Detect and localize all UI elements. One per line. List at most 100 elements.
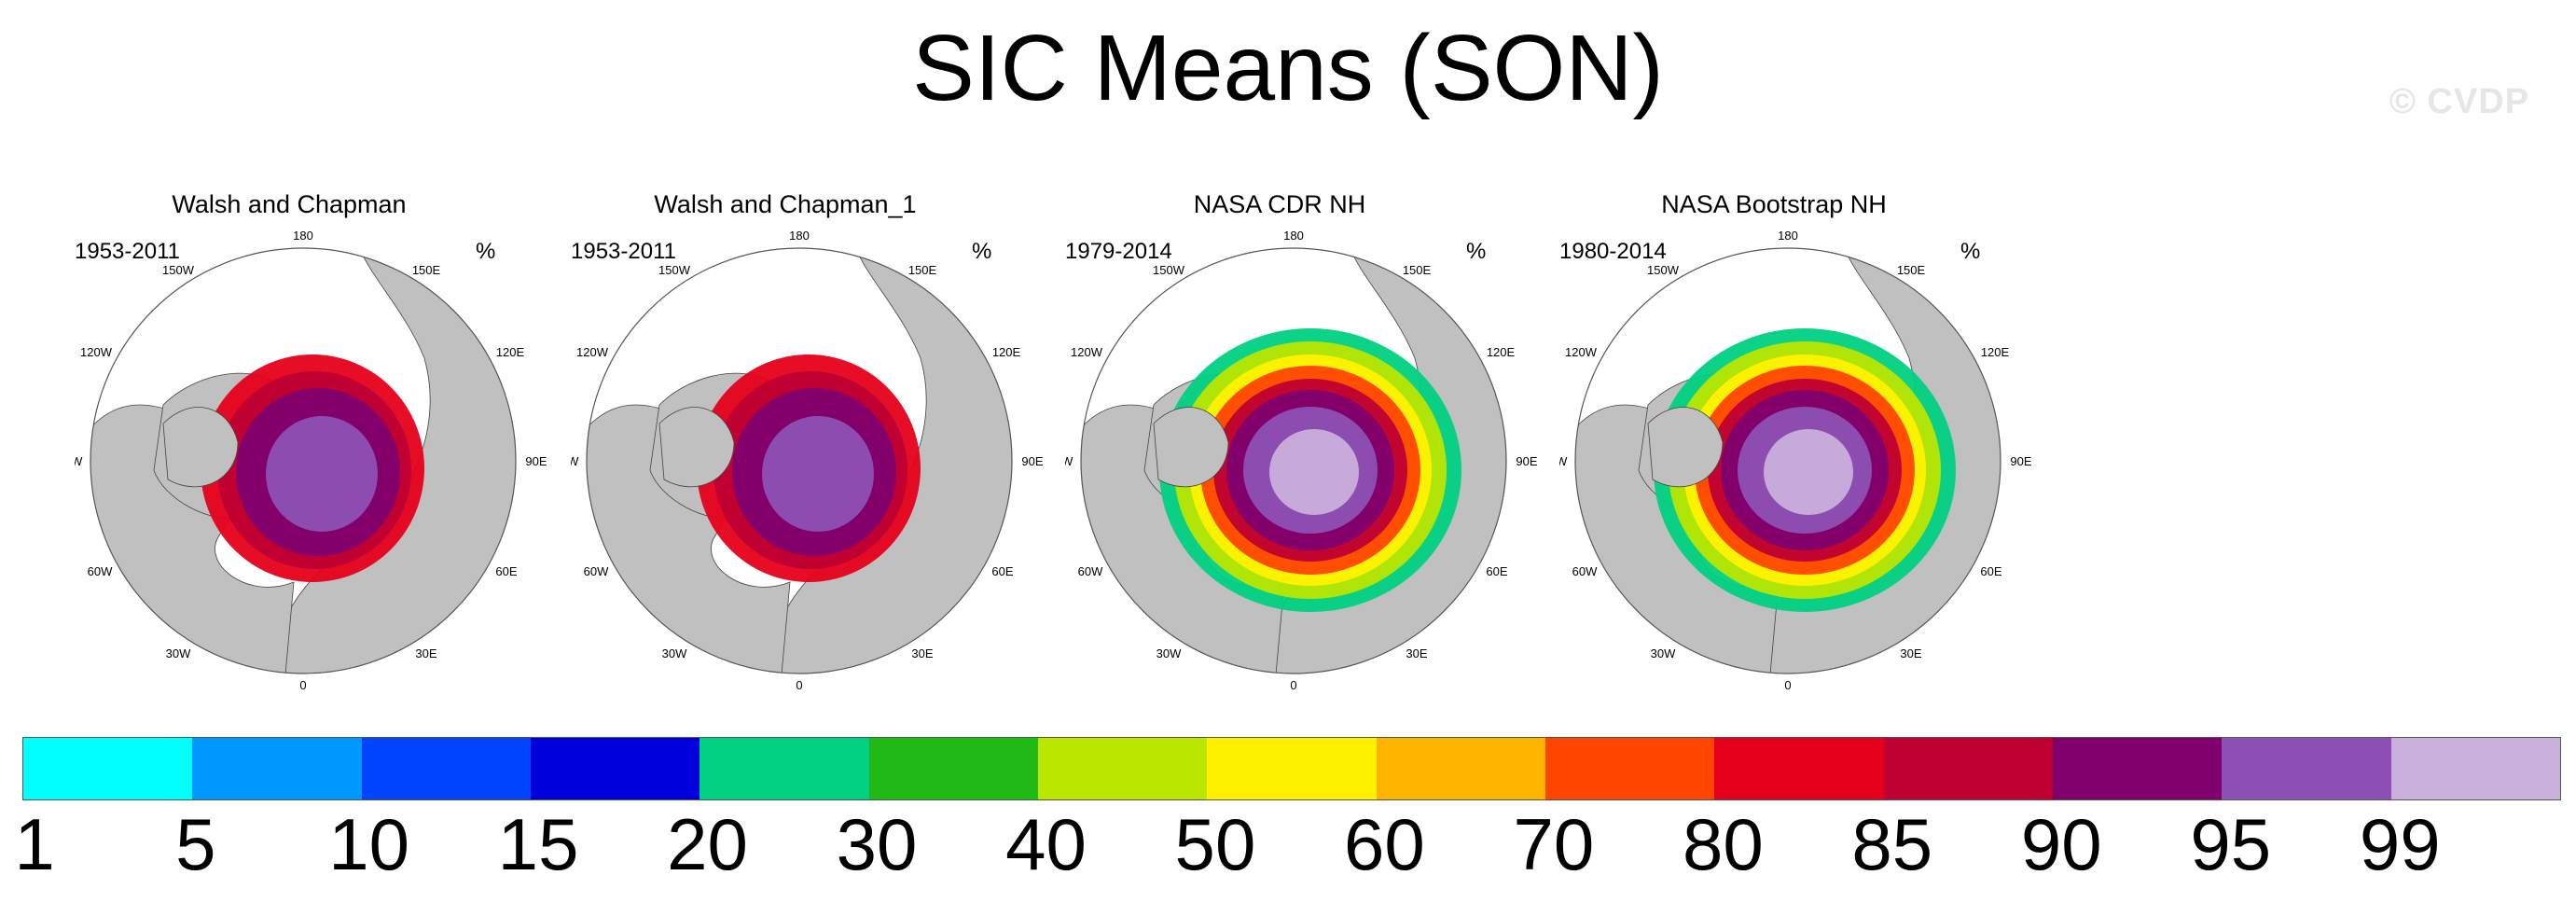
sea-ice-zone (762, 416, 874, 532)
longitude-label: 30W (1156, 646, 1182, 660)
colorbar-swatch (2222, 738, 2391, 799)
longitude-label: 30W (662, 646, 687, 660)
longitude-label: 120E (992, 345, 1021, 359)
longitude-label: 60W (88, 564, 113, 578)
map-panel-nasa-bootstrap-nh: 180 150W 150E 120W 120E 90W 90E 60W 60E 30W 30E 0 N… (1559, 187, 2044, 690)
colorbar-tick-label: 5 (175, 803, 216, 885)
longitude-label: 30W (1651, 646, 1676, 660)
longitude-label: 60W (1078, 564, 1103, 578)
colorbar-swatch (530, 738, 700, 799)
colorbar-tick-label: 85 (1851, 803, 1933, 885)
longitude-label: 120W (576, 345, 609, 359)
colorbar-swatch (2052, 738, 2223, 799)
map-panel-walsh-chapman-1: 180 150W 150E 120W 120E 90W 90E 60W 60E 30W 30E 0 W… (571, 187, 1056, 690)
longitude-label: 90E (525, 454, 547, 468)
longitude-label: 0 (299, 678, 306, 690)
map-panel-nasa-cdr-nh: 180 150W 150E 120W 120E 90W 90E 60W 60E 30W 30E 0 N… (1065, 187, 1550, 690)
longitude-label: 60W (1572, 564, 1598, 578)
longitude-label: 150W (1647, 263, 1680, 277)
longitude-label: 120W (1565, 345, 1598, 359)
colorbar-tick-label: 15 (497, 803, 579, 885)
colorbar-tick-label: 80 (1682, 803, 1764, 885)
longitude-label: 30W (166, 646, 191, 660)
polar-map: 180 150W 150E 120W 120E 90W 90E 60W 60E 30W 30E 0 (571, 229, 1044, 690)
land-canadian-archipelago (658, 407, 735, 488)
longitude-label: 0 (1784, 678, 1791, 690)
longitude-label: 90E (2010, 454, 2031, 468)
longitude-label: 60E (495, 564, 517, 578)
land-canadian-archipelago (162, 407, 239, 488)
colorbar-swatch (361, 738, 531, 799)
map-boundary (90, 247, 517, 674)
colorbar-tick-label: 90 (2020, 803, 2102, 885)
land-canadian-archipelago (1153, 407, 1229, 488)
longitude-label: 150W (1153, 263, 1185, 277)
map-content (1081, 248, 1506, 674)
colorbar-swatch (1207, 738, 1377, 799)
longitude-label: 180 (1778, 229, 1798, 243)
longitude-label: 150E (412, 263, 441, 277)
longitude-label: 120E (496, 345, 525, 359)
longitude-label: 0 (796, 678, 802, 690)
map-content (587, 248, 1012, 674)
panel-units: % (1960, 239, 1981, 264)
longitude-label: 150E (1403, 263, 1432, 277)
panel-title: NASA CDR NH (1193, 190, 1366, 218)
colorbar-tick-label: 30 (836, 803, 918, 885)
panel-units: % (972, 239, 992, 264)
sea-ice-zone (1269, 429, 1359, 515)
longitude-label: 60E (991, 564, 1013, 578)
colorbar-swatch (2390, 738, 2560, 799)
map-panel-walsh-chapman: 180 150W 150E 120W 120E 90W 90E 60W 60E 30W 30E 0 W… (75, 187, 560, 690)
longitude-label: 90E (1516, 454, 1537, 468)
panel-period: 1953-2011 (75, 239, 180, 264)
panel-units: % (476, 239, 496, 264)
colorbar-tick-label: 70 (1513, 803, 1595, 885)
longitude-label: 90W (571, 454, 579, 468)
colorbar (22, 737, 2561, 800)
colorbar-swatch (1544, 738, 1715, 799)
colorbar-swatch (192, 738, 362, 799)
polar-map: 180 150W 150E 120W 120E 90W 90E 60W 60E 30W 30E 0 (1559, 229, 2032, 690)
longitude-label: 30E (1406, 646, 1427, 660)
longitude-label: 120W (1071, 345, 1103, 359)
longitude-label: 180 (1283, 229, 1304, 243)
longitude-label: 60E (1980, 564, 2001, 578)
map-content (90, 248, 516, 674)
longitude-label: 30E (911, 646, 933, 660)
figure-title: SIC Means (SON) (912, 16, 1664, 120)
colorbar-tick-label: 10 (328, 803, 409, 885)
longitude-label: 180 (293, 229, 313, 243)
longitude-label: 30E (415, 646, 436, 660)
longitude-label: 60W (584, 564, 609, 578)
colorbar-swatch (1037, 738, 1208, 799)
watermark: © CVDP (2389, 82, 2529, 121)
longitude-label: 150W (658, 263, 691, 277)
colorbar-tick-label: 1 (14, 803, 55, 885)
polar-map: 180 150W 150E 120W 120E 90W 90E 60W 60E 30W 30E 0 (75, 229, 547, 690)
longitude-label: 0 (1290, 678, 1296, 690)
map-content (1575, 248, 2001, 674)
colorbar-tick-label: 60 (1344, 803, 1425, 885)
colorbar-tick-label: 99 (2359, 803, 2441, 885)
map-boundary (1080, 247, 1507, 674)
colorbar-swatch (1883, 738, 2053, 799)
panel-period: 1953-2011 (571, 239, 676, 264)
colorbar-tick-label: 40 (1005, 803, 1087, 885)
longitude-label: 120E (1981, 345, 2010, 359)
longitude-label: 90W (1065, 454, 1073, 468)
longitude-label: 30E (1900, 646, 1921, 660)
colorbar-swatch (868, 738, 1038, 799)
map-boundary (1574, 247, 2001, 674)
colorbar-swatch (699, 738, 869, 799)
longitude-label: 150E (1897, 263, 1926, 277)
colorbar-swatch (1376, 738, 1545, 799)
longitude-label: 180 (789, 229, 810, 243)
longitude-label: 150E (908, 263, 937, 277)
longitude-label: 90E (1021, 454, 1043, 468)
longitude-label: 120E (1487, 345, 1516, 359)
panel-title: Walsh and Chapman (172, 190, 407, 218)
panel-title: NASA Bootstrap NH (1661, 190, 1887, 218)
polar-map: 180 150W 150E 120W 120E 90W 90E 60W 60E 30W 30E 0 (1065, 229, 1538, 690)
longitude-label: 90W (1559, 454, 1568, 468)
